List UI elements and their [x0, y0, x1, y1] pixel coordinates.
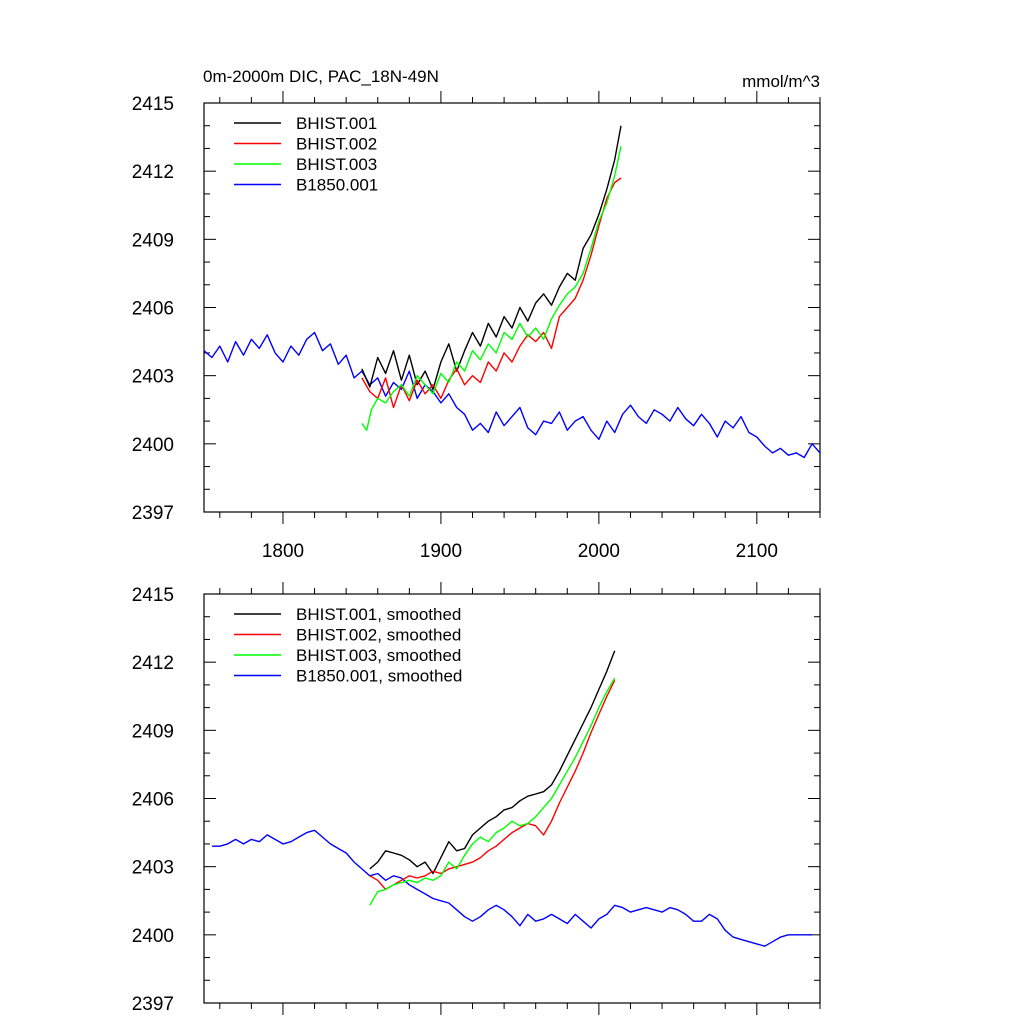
y-tick-label: 2403	[132, 858, 174, 879]
legend-label: BHIST.001, smoothed	[296, 605, 461, 624]
y-tick-label: 2409	[132, 230, 174, 251]
chart-title: 0m-2000m DIC, PAC_18N-49N	[203, 67, 439, 86]
series-line-1	[369, 679, 616, 891]
legend-label: BHIST.002	[296, 135, 377, 154]
y-tick-label: 2415	[132, 94, 174, 115]
legend-label: BHIST.002, smoothed	[296, 626, 461, 645]
x-tick-label: 2100	[736, 541, 778, 562]
series-line-1	[361, 177, 622, 409]
x-tick-label: 2000	[578, 541, 620, 562]
x-tick-label: 1900	[420, 541, 462, 562]
y-tick-label: 2415	[132, 585, 174, 606]
series-line-0	[361, 125, 622, 390]
y-tick-label: 2400	[132, 926, 174, 947]
legend-label: BHIST.003	[296, 155, 377, 174]
y-tick-label: 2400	[132, 435, 174, 456]
chart-panel-bottom: 2397 2400 2403 2406 2409 2412 2415 BHIST.001, s…	[132, 582, 821, 1015]
y-tick-label: 2406	[132, 790, 174, 811]
y-tick-label: 2403	[132, 367, 174, 388]
chart-panel-top: 2397 2400 2403 2406 2409 2412 2415 1800 1900 2000…	[132, 91, 821, 562]
series-line-0	[369, 650, 616, 875]
units-label: mmol/m^3	[742, 72, 820, 91]
legend-label: B1850.001, smoothed	[296, 667, 462, 686]
legend-label: BHIST.003, smoothed	[296, 646, 461, 665]
legend-label: B1850.001	[296, 176, 378, 195]
y-tick-label: 2397	[132, 503, 174, 524]
y-tick-label: 2406	[132, 299, 174, 320]
y-tick-label: 2397	[132, 994, 174, 1015]
y-tick-label: 2412	[132, 162, 174, 183]
series-line-3	[211, 829, 813, 947]
series-line-2	[361, 146, 622, 431]
series-line-3	[204, 331, 820, 459]
series-line-2	[369, 677, 616, 906]
legend-label: BHIST.001	[296, 114, 377, 133]
x-tick-label: 1800	[262, 541, 304, 562]
y-tick-label: 2412	[132, 653, 174, 674]
y-tick-label: 2409	[132, 721, 174, 742]
